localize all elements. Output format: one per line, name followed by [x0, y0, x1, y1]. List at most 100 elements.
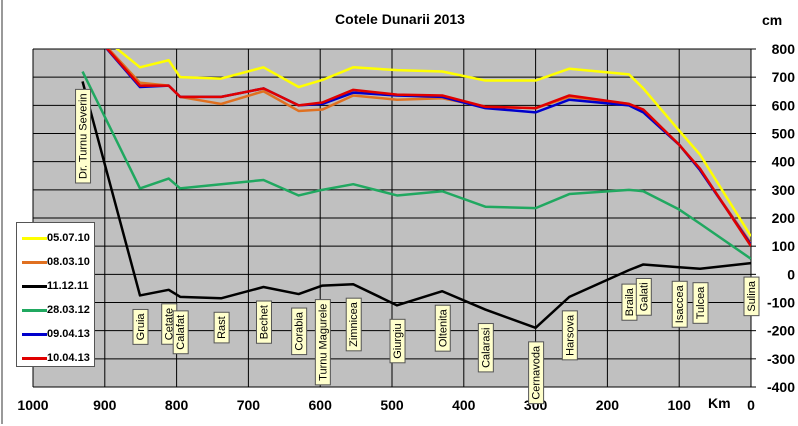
y-tick-label: -200	[767, 323, 795, 339]
y-tick-label: -100	[767, 295, 795, 311]
x-tick-label: 400	[452, 397, 476, 413]
series-line-05.07.10	[115, 49, 751, 237]
station-name: Giurgiu	[392, 323, 404, 358]
y-tick-label: 700	[772, 69, 796, 85]
station-label: Braila	[621, 283, 638, 321]
station-label-box	[291, 307, 308, 356]
y-tick-label: 300	[772, 182, 796, 198]
station-label: Dr. Turnu Severin	[75, 88, 92, 184]
series-group	[81, 49, 751, 330]
legend-swatch	[22, 356, 47, 360]
station-label-box	[692, 282, 709, 324]
y-tick-label: 100	[772, 238, 796, 254]
series-line-10.04.13	[105, 49, 751, 247]
x-tick-label: 1000	[17, 397, 48, 413]
x-tick-label: 200	[596, 397, 620, 413]
station-name: Braila	[624, 287, 636, 316]
legend-swatch	[22, 260, 47, 264]
x-tick-label: 700	[237, 397, 261, 413]
station-name: Oltenita	[437, 308, 449, 347]
legend-item: 08.03.10	[22, 252, 90, 272]
station-label: Rast	[213, 311, 230, 344]
station-label-box	[561, 310, 578, 361]
legend-swatch	[22, 308, 47, 312]
legend-label: 08.03.10	[47, 256, 90, 268]
station-label-box	[743, 276, 760, 317]
station-name: Rast	[216, 316, 228, 339]
legend-label: 10.04.13	[47, 352, 90, 364]
legend-item: 11.12.11	[22, 276, 89, 296]
station-label-box	[671, 280, 688, 328]
station-label: Zimnicea	[345, 297, 362, 352]
station-label: Cernavoda	[528, 341, 545, 405]
station-name: Turnu Magurele	[317, 304, 329, 381]
y-tick-label: 500	[772, 126, 796, 142]
x-tick-label: 900	[93, 397, 117, 413]
station-label-box	[255, 300, 272, 344]
station-label-box	[528, 341, 545, 405]
station-label-box	[213, 311, 230, 344]
station-label-box	[314, 299, 331, 386]
legend-swatch	[22, 236, 47, 240]
station-label: Gruia	[132, 308, 149, 345]
y-tick-label: 800	[772, 41, 796, 57]
chart-title: Cotele Dunarii 2013	[335, 11, 465, 27]
station-label-box	[75, 88, 92, 184]
station-name: Cernavoda	[531, 345, 543, 400]
station-label: Harsova	[561, 310, 578, 361]
x-tick-label: 600	[309, 397, 333, 413]
station-label-box	[635, 277, 652, 316]
station-name: Dr. Turnu Severin	[78, 93, 90, 179]
station-label: Giurgiu	[389, 318, 406, 364]
station-label: Calarasi	[477, 323, 494, 373]
station-label-box	[389, 318, 406, 364]
station-label: Bechet	[255, 300, 272, 344]
legend-item: 28.03.12	[22, 300, 90, 320]
station-label: Oltenita	[434, 304, 451, 352]
station-name: Harsova	[564, 314, 576, 356]
station-name: Calarasi	[480, 328, 492, 368]
series-line-11.12.11	[81, 81, 751, 330]
y-tick-label: 0	[787, 266, 795, 282]
station-name: Tulcea	[695, 286, 707, 319]
station-label: Corabia	[291, 307, 308, 356]
station-name: Isaccea	[674, 284, 686, 323]
y-axis-label: cm	[762, 12, 782, 28]
station-label-box	[345, 297, 362, 352]
y-tick-label: 400	[772, 154, 796, 170]
station-label-box	[434, 304, 451, 352]
legend-label: 28.03.12	[47, 304, 90, 316]
legend-swatch	[22, 332, 47, 336]
legend: 05.07.10 08.03.10 11.12.11 28.03.12 09.04.13…	[16, 222, 95, 367]
y-tick-label: -400	[767, 379, 795, 395]
station-label-box	[132, 308, 149, 345]
legend-label: 05.07.10	[47, 232, 90, 244]
station-name: Calafat	[175, 315, 187, 350]
station-label-box	[477, 323, 494, 373]
x-tick-label: 800	[165, 397, 189, 413]
x-tick-label: 100	[668, 397, 692, 413]
station-name: Zimnicea	[348, 301, 360, 347]
legend-swatch	[22, 284, 47, 288]
y-tick-label: -300	[767, 351, 795, 367]
station-label: Tulcea	[692, 282, 709, 324]
x-tick-label: 0	[747, 397, 755, 413]
station-name: Sulina	[746, 280, 758, 311]
legend-item: 10.04.13	[22, 348, 90, 368]
station-label: Sulina	[743, 276, 760, 317]
station-label: Galati	[635, 277, 652, 316]
station-label: Calafat	[172, 310, 189, 355]
y-tick-label: 600	[772, 97, 796, 113]
legend-item: 05.07.10	[22, 228, 90, 248]
station-label: Isaccea	[671, 280, 688, 328]
station-label: Turnu Magurele	[314, 299, 331, 386]
station-name: Gruia	[135, 313, 147, 341]
x-axis-label: Km	[708, 395, 731, 411]
y-tick-label: 200	[772, 210, 796, 226]
station-name: Galati	[638, 282, 650, 311]
legend-label: 09.04.13	[47, 328, 90, 340]
station-name: Bechet	[258, 305, 270, 339]
legend-item: 09.04.13	[22, 324, 90, 344]
